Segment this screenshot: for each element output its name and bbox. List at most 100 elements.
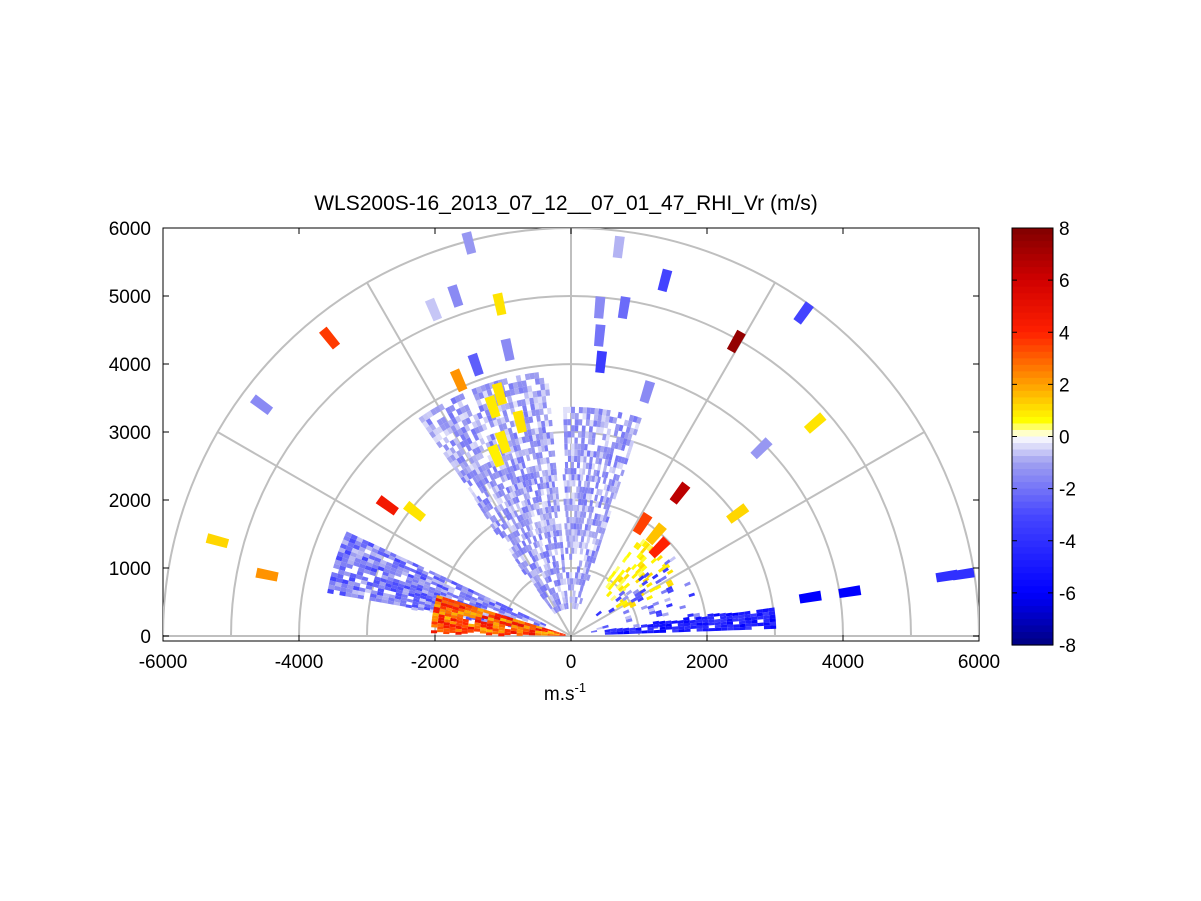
velocity-gate [385, 583, 392, 588]
velocity-gate [388, 597, 395, 602]
velocity-gate [640, 624, 648, 628]
velocity-gate [528, 523, 534, 531]
velocity-gate [559, 604, 563, 611]
velocity-gate [500, 404, 507, 411]
velocity-gate [491, 486, 498, 494]
velocity-gate [415, 589, 422, 595]
velocity-gate [494, 491, 501, 499]
velocity-gate [625, 551, 632, 559]
velocity-gate [505, 454, 511, 461]
velocity-gate [593, 551, 599, 558]
velocity-gate [461, 624, 469, 629]
velocity-gate [473, 433, 480, 441]
velocity-gate [550, 608, 557, 615]
velocity-gate [762, 608, 769, 613]
velocity-gate [656, 612, 663, 618]
velocity-gate [431, 624, 438, 628]
velocity-gate [534, 567, 541, 575]
velocity-gate [564, 437, 568, 444]
velocity-gate [585, 530, 590, 537]
colorbar-swatch [1012, 280, 1053, 288]
velocity-gate [659, 626, 666, 630]
velocity-gate [500, 416, 506, 424]
velocity-gate [447, 601, 454, 606]
velocity-gate [422, 413, 430, 421]
velocity-gate [457, 596, 465, 602]
colorbar-swatch [1012, 358, 1053, 366]
velocity-gate [400, 596, 408, 602]
velocity-gate [510, 511, 516, 519]
velocity-gate [538, 533, 543, 541]
velocity-gate [519, 554, 526, 562]
velocity-gate [512, 381, 519, 389]
velocity-gate [419, 575, 427, 581]
velocity-gate [486, 511, 492, 518]
velocity-gate [431, 578, 439, 584]
velocity-gate [471, 605, 478, 611]
velocity-gate [459, 462, 466, 470]
velocity-gate [689, 619, 697, 624]
velocity-gate [528, 466, 534, 473]
velocity-gate [527, 429, 532, 436]
velocity-gate [466, 591, 474, 597]
velocity-gate [579, 505, 583, 512]
velocity-gate [478, 445, 485, 452]
velocity-gate [574, 529, 578, 536]
velocity-gate [513, 510, 519, 517]
colorbar-tick-label: -8 [1059, 636, 1076, 657]
velocity-gate [612, 235, 625, 259]
velocity-gate [554, 548, 559, 556]
velocity-gate [482, 505, 489, 513]
velocity-gate [441, 589, 448, 594]
velocity-gate [433, 575, 440, 581]
velocity-gate [563, 425, 568, 432]
colorbar-tick-label: 2 [1059, 375, 1070, 396]
velocity-gate [564, 596, 569, 604]
velocity-gate [369, 596, 377, 602]
velocity-gate [567, 419, 571, 426]
velocity-gate [534, 378, 541, 385]
velocity-gate [548, 481, 553, 488]
velocity-gate [521, 513, 527, 520]
velocity-gate [533, 621, 540, 627]
velocity-gate [655, 609, 662, 615]
velocity-gate [496, 511, 503, 519]
velocity-gate [552, 567, 557, 575]
velocity-gate [595, 457, 600, 465]
velocity-gate [438, 611, 446, 616]
velocity-gate [575, 517, 579, 524]
velocity-gate [576, 462, 581, 469]
velocity-gate [453, 437, 460, 445]
velocity-gate [516, 629, 524, 634]
velocity-gate [544, 445, 549, 452]
velocity-gate [580, 517, 585, 524]
velocity-gate [569, 480, 573, 487]
velocity-gate [552, 530, 557, 537]
velocity-gate [657, 268, 673, 293]
velocity-gate [547, 630, 554, 634]
velocity-gate [768, 611, 776, 616]
velocity-gate [519, 520, 525, 528]
velocity-gate [516, 515, 522, 523]
velocity-gate [517, 623, 525, 628]
velocity-gate [605, 582, 612, 589]
velocity-gate [430, 408, 438, 416]
velocity-gate [572, 498, 576, 505]
velocity-gate [425, 578, 432, 584]
velocity-gate [547, 632, 554, 635]
velocity-gate [450, 424, 457, 433]
velocity-gate [349, 551, 358, 558]
velocity-gate [632, 428, 638, 436]
velocity-gate [550, 438, 555, 445]
velocity-gate [439, 605, 447, 610]
velocity-gate [619, 462, 624, 470]
velocity-gate [604, 471, 609, 479]
velocity-gate [432, 612, 439, 617]
velocity-gate [620, 431, 626, 439]
x-tick-label: -2000 [411, 652, 460, 673]
velocity-gate [404, 582, 412, 587]
velocity-gate [593, 532, 599, 539]
velocity-gate [516, 542, 522, 550]
velocity-gate [489, 433, 496, 441]
velocity-gate [482, 403, 489, 411]
